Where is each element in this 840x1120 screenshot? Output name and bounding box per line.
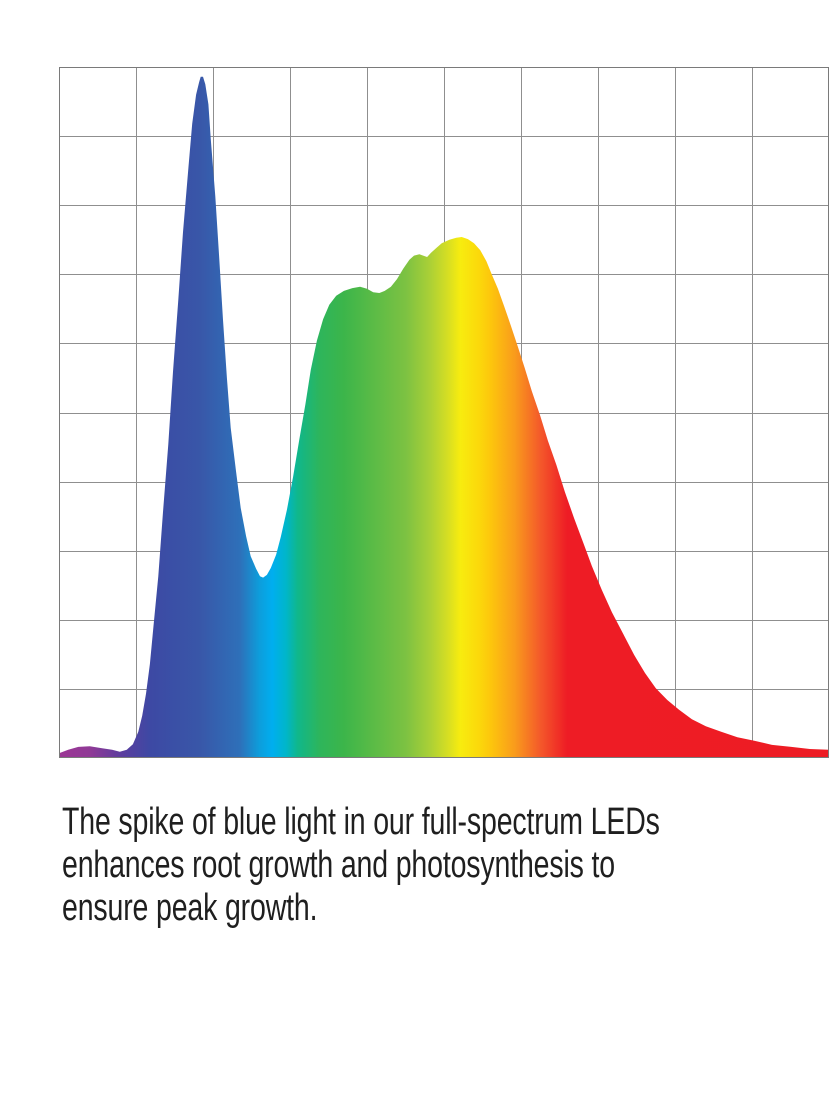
spectrum-area <box>59 76 829 758</box>
caption-line-1: The spike of blue light in our full-spec… <box>62 801 660 843</box>
spectrum-chart <box>59 67 829 758</box>
caption: The spike of blue light in our full-spec… <box>62 801 660 930</box>
caption-line-2: enhances root growth and photosynthesis … <box>62 844 615 886</box>
spectrum-svg <box>59 67 829 758</box>
caption-line-3: ensure peak growth. <box>62 887 318 929</box>
chart-border <box>59 67 829 758</box>
